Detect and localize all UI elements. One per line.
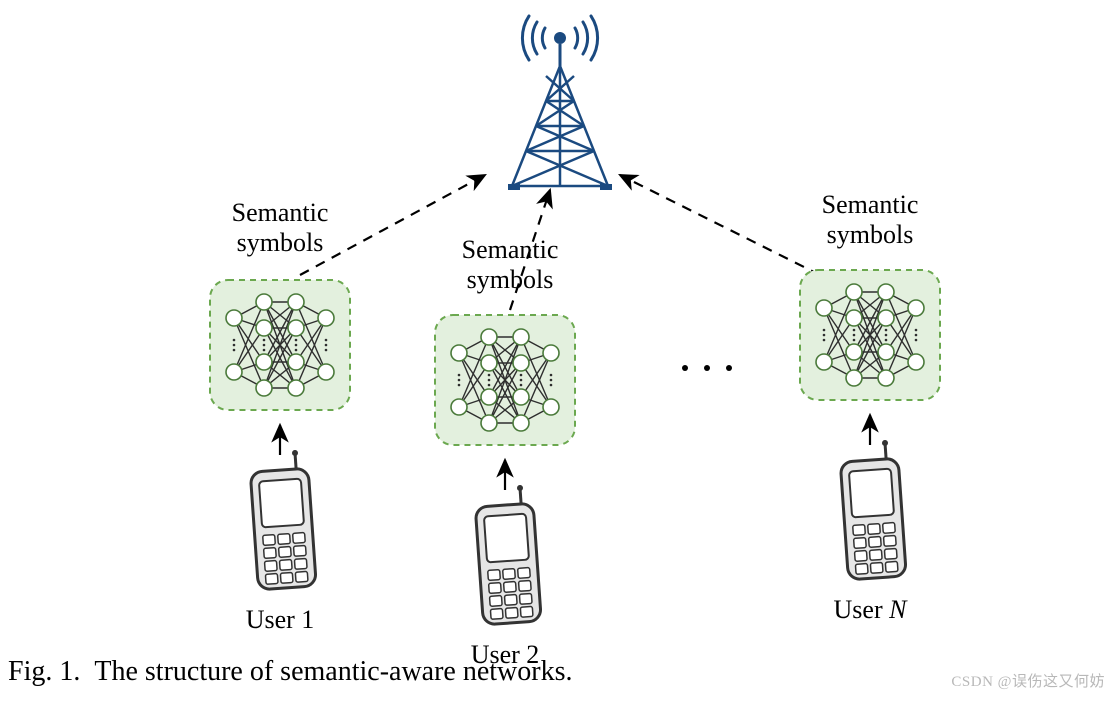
user-label-N: User N — [805, 595, 935, 625]
figure-caption: Fig. 1. The structure of semantic-aware … — [8, 656, 573, 688]
semantic-line2: symbols — [237, 228, 324, 257]
arrow-userN-tower — [620, 175, 820, 275]
semantic-line2: symbols — [827, 220, 914, 249]
phone-icon-userN — [839, 439, 906, 580]
ellipsis-icon — [682, 365, 732, 371]
semantic-label-userN: Semantic symbols — [800, 190, 940, 250]
caption-prefix: Fig. 1. — [8, 656, 80, 687]
watermark-text: CSDN @误伤这又何妨 — [951, 670, 1105, 691]
phone-icon-user2 — [474, 484, 541, 625]
tower-icon — [508, 16, 612, 190]
semantic-line2: symbols — [467, 265, 554, 294]
user-label-N-var: N — [889, 595, 906, 624]
user-label-N-prefix: User — [834, 595, 890, 624]
caption-body: The structure of semantic-aware networks… — [94, 656, 572, 687]
nn-box-user2 — [435, 315, 575, 445]
semantic-line1: Semantic — [822, 190, 919, 219]
diagram-canvas: Semantic symbols Semantic symbols Semant… — [0, 0, 1117, 701]
phone-icon-user1 — [249, 449, 316, 590]
nn-box-userN — [800, 270, 940, 400]
user-label-1: User 1 — [220, 605, 340, 635]
semantic-label-user1: Semantic symbols — [210, 198, 350, 258]
nn-box-user1 — [210, 280, 350, 410]
semantic-line1: Semantic — [462, 235, 559, 264]
semantic-label-user2: Semantic symbols — [440, 235, 580, 295]
semantic-line1: Semantic — [232, 198, 329, 227]
svg-layer — [0, 0, 1117, 701]
